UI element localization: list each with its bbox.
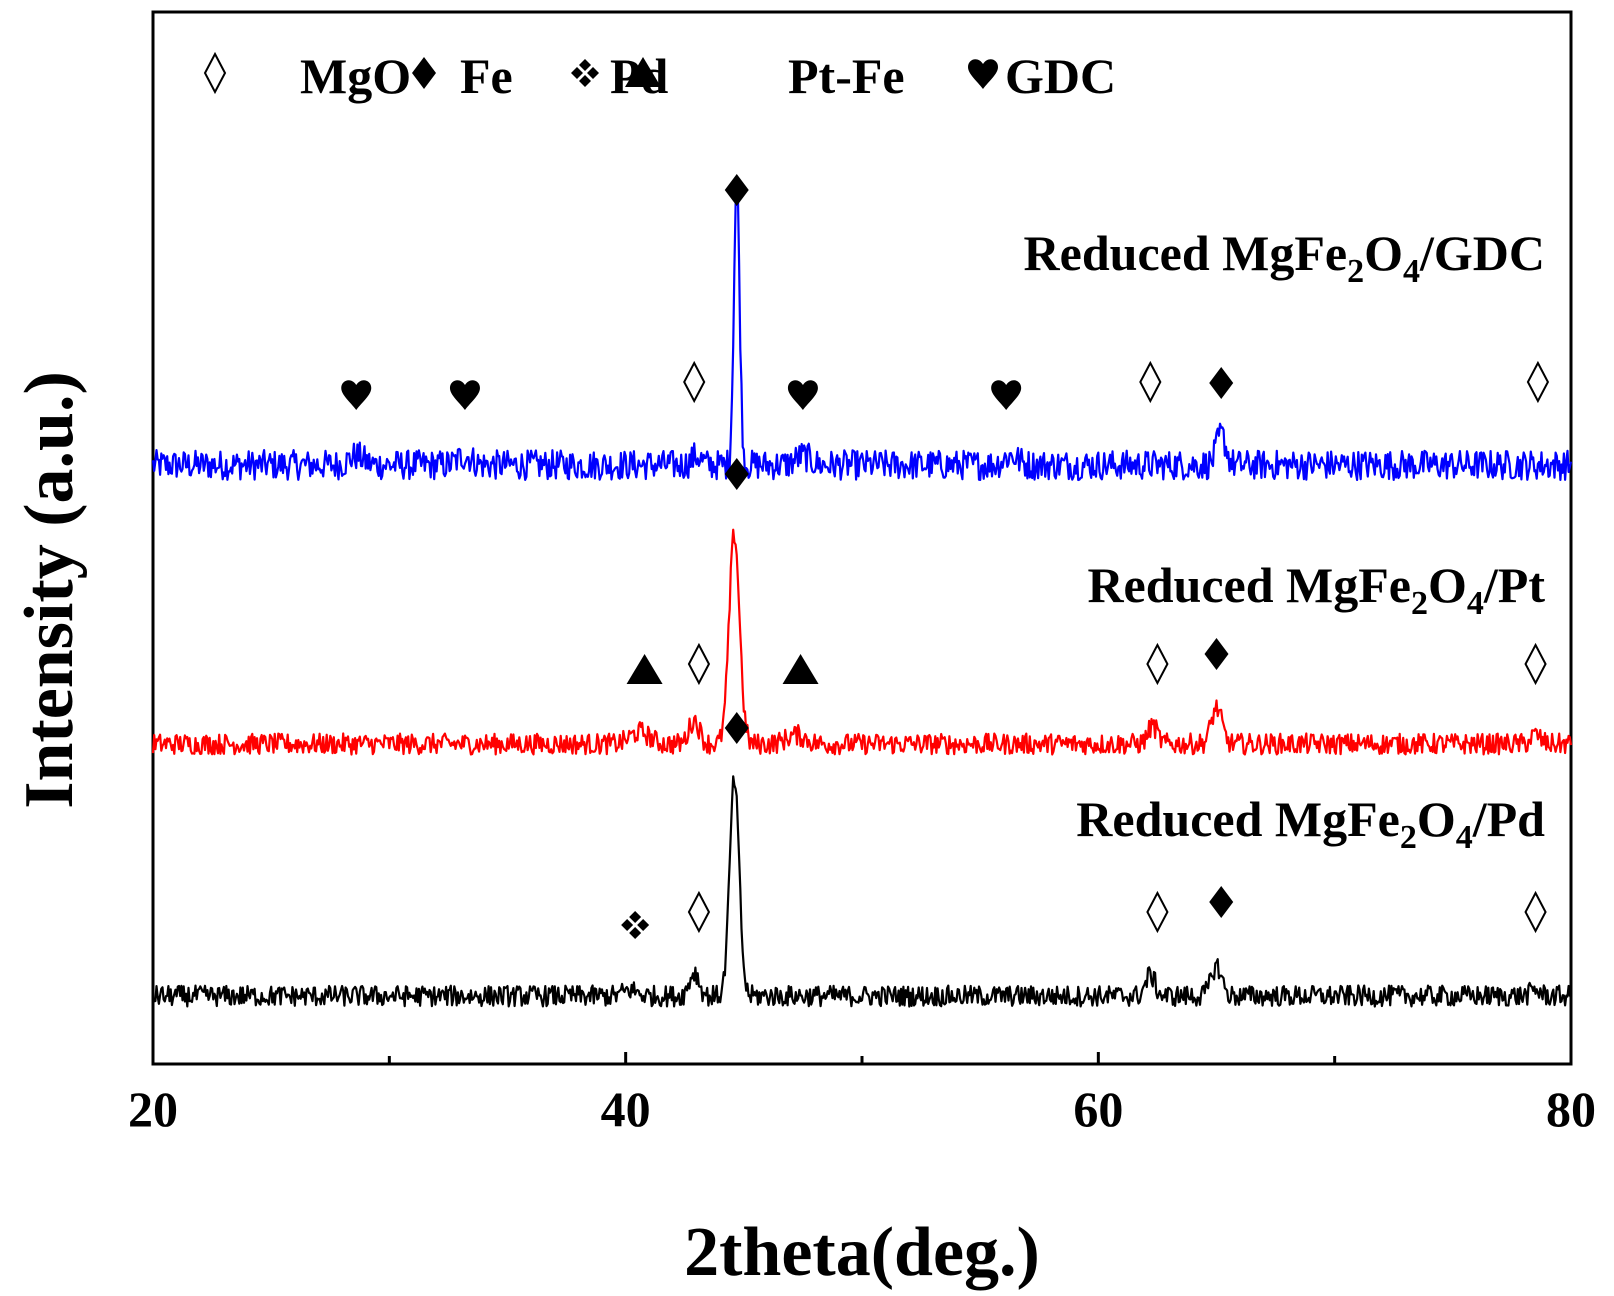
legend-symbol-pd	[571, 59, 599, 87]
legend-label-pt-fe: Pt-Fe	[788, 48, 905, 104]
legend-label-mgo: MgO	[300, 48, 411, 104]
series-layer	[151, 176, 1573, 1008]
series-line-pt	[151, 528, 1573, 756]
peak-marker-pd-open-diamond	[1524, 890, 1547, 934]
y-axis-label: Intensity (a.u.)	[11, 371, 88, 809]
series-labels: Reduced MgFe2O4/GDC Reduced MgFe2O4/Pt Red…	[1024, 225, 1546, 856]
peak-marker-gdc-open-diamond	[683, 360, 706, 404]
peak-marker-gdc-filled-diamond	[724, 174, 749, 206]
x-axis-label: 2theta(deg.)	[684, 1214, 1040, 1291]
x-axis: 20 40 60 80	[128, 1052, 1596, 1137]
peak-marker-pt-filled-diamond	[1204, 638, 1229, 670]
peak-marker-gdc-open-diamond	[1526, 360, 1550, 404]
peak-marker-gdc-open-diamond	[1139, 360, 1162, 404]
series-label-pd: Reduced MgFe2O4/Pd	[1076, 791, 1545, 856]
series-line-gdc	[151, 176, 1573, 482]
peak-marker-pt-filled-diamond	[724, 458, 749, 490]
x-tick-label-20: 20	[128, 1081, 178, 1137]
peak-marker-gdc-heart	[449, 380, 480, 410]
peak-marker-pd-four-diamond	[621, 911, 650, 939]
legend-symbol-mgo	[203, 51, 227, 95]
plot-frame	[151, 10, 1573, 1066]
peak-marker-pt-triangle	[782, 654, 819, 684]
peak-marker-gdc-heart	[787, 380, 818, 410]
x-tick-label-80: 80	[1546, 1081, 1596, 1137]
peak-marker-layer	[341, 174, 1550, 939]
series-label-gdc: Reduced MgFe2O4/GDC	[1024, 225, 1545, 290]
series-line-pd	[151, 775, 1572, 1008]
legend-symbol-fe	[412, 57, 436, 89]
peak-marker-gdc-filled-diamond	[1209, 367, 1234, 399]
x-tick-label-40: 40	[601, 1081, 651, 1137]
peak-marker-pt-triangle	[626, 654, 663, 684]
peak-marker-pt-open-diamond	[687, 642, 711, 686]
peak-marker-pd-filled-diamond	[724, 712, 749, 744]
peak-marker-pt-open-diamond	[1524, 642, 1547, 686]
peak-marker-pd-open-diamond	[687, 890, 711, 934]
legend-symbol-gdc	[968, 59, 998, 89]
legend-label-fe: Fe	[460, 48, 513, 104]
series-label-pt: Reduced MgFe2O4/Pt	[1087, 557, 1545, 622]
x-tick-label-60: 60	[1073, 1081, 1123, 1137]
peak-marker-pt-open-diamond	[1146, 642, 1169, 686]
peak-marker-gdc-heart	[341, 380, 372, 410]
peak-marker-pd-filled-diamond	[1209, 886, 1234, 918]
peak-marker-gdc-heart	[991, 380, 1022, 410]
legend-label-gdc: GDC	[1005, 48, 1116, 104]
peak-marker-pd-open-diamond	[1146, 890, 1169, 934]
legend-symbol-pt-fe	[625, 57, 661, 87]
